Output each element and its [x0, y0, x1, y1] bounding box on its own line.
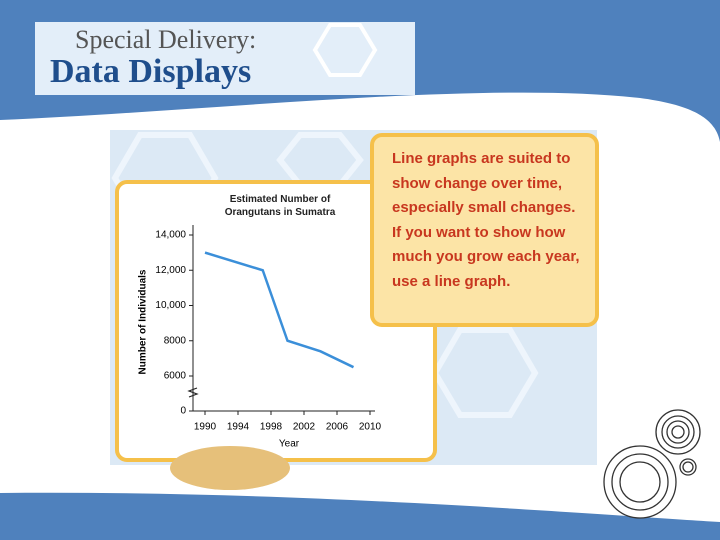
- data-line: [204, 251, 355, 369]
- x-tick-label: 1998: [260, 422, 283, 433]
- photo-hint: [170, 446, 290, 490]
- y-tick-label: 0: [180, 406, 186, 417]
- callout-line: If you want to show how: [392, 223, 566, 241]
- y-tick-label: 10,000: [155, 300, 186, 311]
- chart-title: Estimated Number of Orangutans in Sumatr…: [224, 194, 336, 218]
- callout-line: much you grow each year,: [392, 248, 580, 265]
- y-tick-label: 14,000: [155, 230, 186, 241]
- callout-box: [370, 133, 599, 327]
- x-tick-label: 1994: [227, 422, 250, 433]
- callout-line: especially small changes.: [392, 199, 576, 216]
- callout-line: use a line graph.: [392, 272, 511, 290]
- callout-text: Line graphs are suited to show change ove…: [392, 147, 580, 294]
- banner: [35, 22, 415, 95]
- x-tick-label: 1990: [194, 422, 217, 433]
- x-tick-label: 2006: [326, 422, 349, 433]
- circle-decoration: [603, 409, 701, 519]
- x-axis-label: Year: [279, 439, 300, 450]
- callout-line: Line graphs are suited to: [392, 150, 571, 167]
- banner-hex: [312, 23, 378, 77]
- callout-line: show change over time,: [392, 174, 563, 192]
- x-tick-label: 2002: [293, 422, 316, 433]
- y-tick-label: 6000: [164, 371, 187, 382]
- banner-subtitle: Special Delivery:: [75, 25, 256, 54]
- banner-title: Data Displays: [50, 53, 251, 90]
- axis-break: [187, 387, 199, 398]
- y-tick-label: 8000: [164, 335, 187, 346]
- y-tick-label: 12,000: [155, 265, 186, 276]
- y-axis-label: Number of Individuals: [138, 269, 149, 374]
- x-tick-label: 2010: [359, 422, 382, 433]
